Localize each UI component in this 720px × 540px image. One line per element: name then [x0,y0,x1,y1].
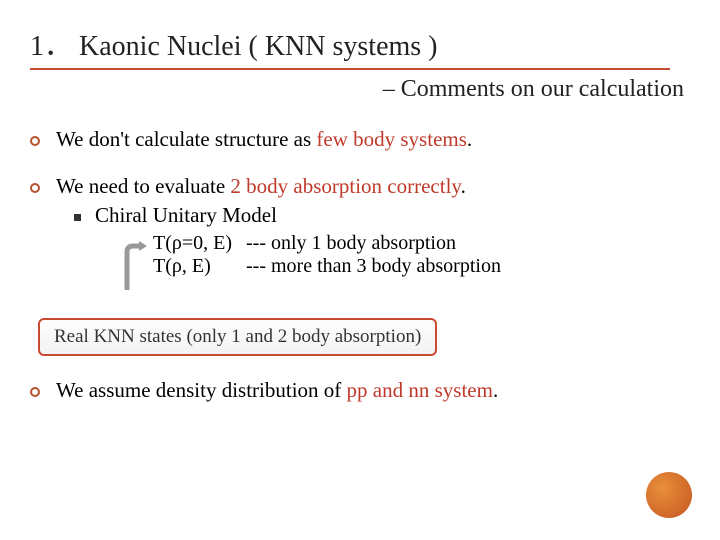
list-item: We don't calculate structure as few body… [30,127,690,152]
title-underline [30,68,670,70]
item-text: We assume density distribution of pp and… [56,378,690,403]
corner-decoration [646,472,692,518]
bullet-icon [30,387,40,397]
slide-subtitle: – Comments on our calculation [30,76,690,103]
bullet-icon [30,136,40,146]
arrow-icon [121,240,149,296]
bullet-icon [30,183,40,193]
list-item: We need to evaluate 2 body absorption co… [30,174,690,278]
sub-item-label: Chiral Unitary Model [95,203,690,228]
title-text: Kaonic Nuclei ( KNN systems ) [79,31,437,62]
slide-title: 1． Kaonic Nuclei ( KNN systems ) [30,24,690,64]
formula-line: T(ρ, E) --- more than 3 body absorption [153,255,690,278]
list-item: We assume density distribution of pp and… [30,378,690,403]
callout-box: Real KNN states (only 1 and 2 body absor… [38,318,437,356]
title-number: 1． [30,31,72,62]
item-text: We need to evaluate 2 body absorption co… [56,174,690,278]
formula-block: T(ρ=0, E) --- only 1 body absorption T(ρ… [153,232,690,278]
item-text: We don't calculate structure as few body… [56,127,690,152]
formula-line: T(ρ=0, E) --- only 1 body absorption [153,232,690,255]
sub-list-item: Chiral Unitary Model T(ρ=0, E) --- only … [74,203,690,278]
sub-bullet-icon [74,214,81,221]
